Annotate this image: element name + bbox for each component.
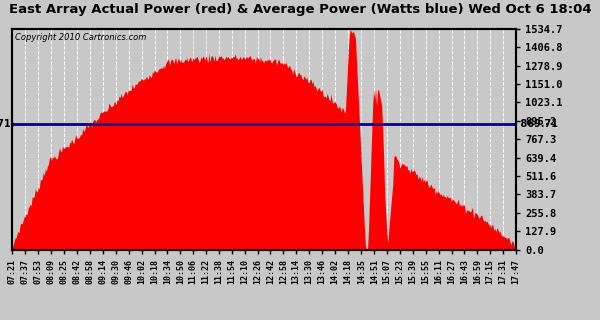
Text: Copyright 2010 Cartronics.com: Copyright 2010 Cartronics.com — [14, 33, 146, 42]
Text: 869.71: 869.71 — [0, 119, 11, 130]
Text: East Array Actual Power (red) & Average Power (Watts blue) Wed Oct 6 18:04: East Array Actual Power (red) & Average … — [8, 3, 592, 16]
Text: 869.71: 869.71 — [517, 119, 557, 130]
